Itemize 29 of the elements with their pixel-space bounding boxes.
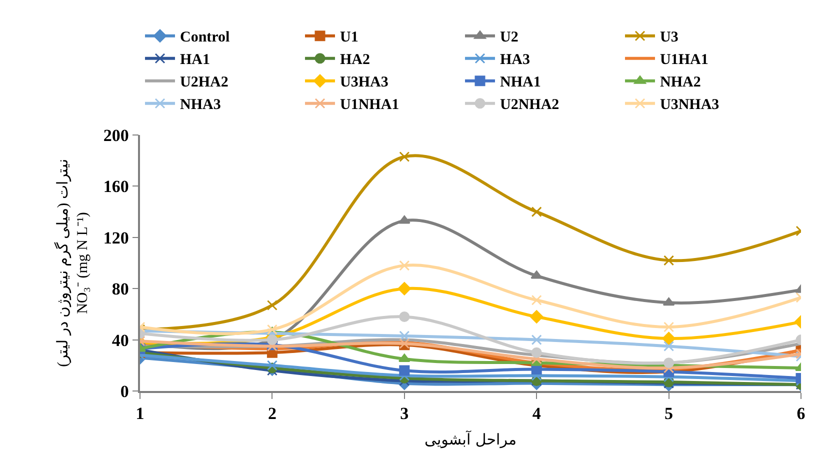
y-tick-label: 200 bbox=[103, 126, 129, 145]
legend-label: HA3 bbox=[500, 52, 530, 68]
x-tick-label: 6 bbox=[796, 404, 806, 424]
legend-label: NHA2 bbox=[660, 74, 701, 91]
legend-label: Control bbox=[180, 30, 230, 46]
legend-label: U1NHA1 bbox=[340, 97, 400, 114]
legend-label: U3HA3 bbox=[340, 74, 388, 91]
x-tick-label: 1 bbox=[136, 404, 144, 424]
x-tick-label: 2 bbox=[268, 404, 276, 424]
y-tick-label: 80 bbox=[112, 280, 129, 299]
x-tick-label: 3 bbox=[400, 404, 409, 424]
legend-label: HA2 bbox=[340, 52, 370, 68]
x-tick-label: 4 bbox=[532, 404, 542, 424]
legend-label: U1HA1 bbox=[660, 52, 708, 68]
legend-label: HA1 bbox=[180, 52, 210, 68]
y-tick-label: 160 bbox=[103, 177, 129, 196]
legend-label: NHA1 bbox=[500, 74, 541, 91]
y-tick-label: 0 bbox=[120, 382, 129, 401]
legend-label: U2NHA2 bbox=[500, 97, 560, 114]
legend-label: U1 bbox=[340, 30, 358, 46]
legend-label: U3 bbox=[660, 30, 678, 46]
x-axis-title: مراحل آبشویی bbox=[424, 430, 517, 449]
y-tick-label: 40 bbox=[112, 330, 129, 350]
legend-label: U2HA2 bbox=[180, 74, 228, 91]
legend-label: NHA3 bbox=[180, 97, 221, 114]
legend-label: U3NHA3 bbox=[660, 97, 720, 114]
legend-label: U2 bbox=[500, 30, 518, 46]
x-tick-label: 5 bbox=[664, 404, 674, 424]
y-tick-label: 120 bbox=[103, 228, 129, 248]
